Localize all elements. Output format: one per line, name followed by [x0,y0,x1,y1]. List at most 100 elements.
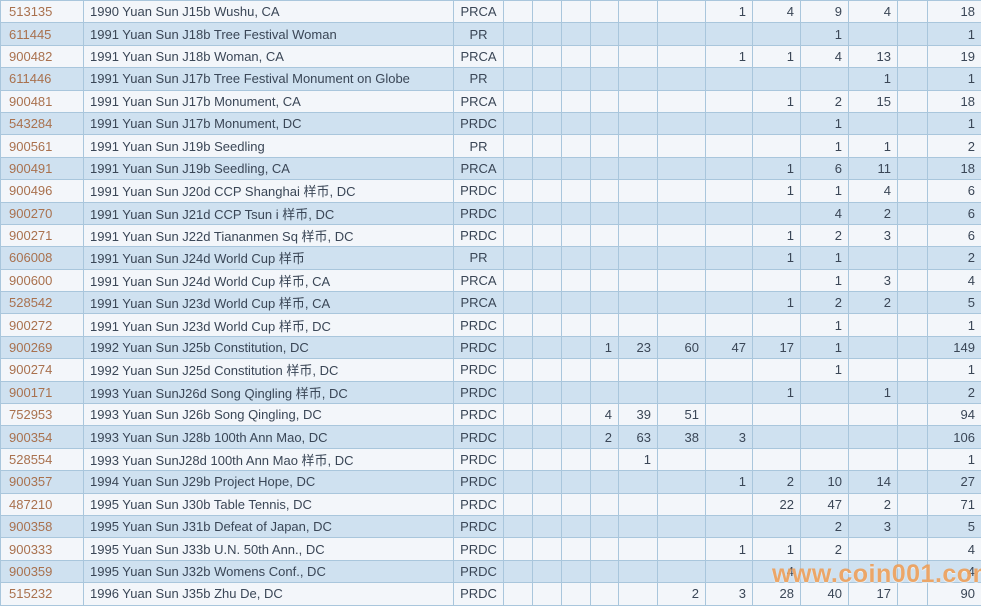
coin-id-link[interactable]: 900561 [1,135,84,158]
count-cell: 1 [706,471,753,494]
count-cell: 1 [801,112,849,136]
coin-id-link[interactable]: 900171 [1,381,84,405]
count-cell [706,359,753,382]
count-cell [591,448,619,472]
count-cell [562,314,591,337]
count-cell [504,538,533,561]
count-cell: 1 [706,1,753,24]
total-cell: 18 [928,157,981,181]
total-cell: 18 [928,1,981,24]
table-row[interactable]: 900600 1991 Yuan Sun J24d World Cup 样币, … [1,269,981,293]
count-cell [504,560,533,584]
coin-id-link[interactable]: 513135 [1,1,84,24]
table-row[interactable]: 900491 1991 Yuan Sun J19b Seedling, CA P… [1,157,981,181]
count-cell [591,90,619,113]
coin-id-link[interactable]: 900274 [1,359,84,382]
coin-description: 1996 Yuan Sun J35b Zhu De, DC [84,583,454,606]
count-cell [591,560,619,584]
table-row[interactable]: 606008 1991 Yuan Sun J24d World Cup 样币 P… [1,247,981,270]
coin-id-link[interactable]: 900600 [1,269,84,293]
count-cell [801,560,849,584]
coin-id-link[interactable]: 900481 [1,90,84,113]
table-row[interactable]: 900269 1992 Yuan Sun J25b Constitution, … [1,336,981,360]
coin-description: 1991 Yuan Sun J20d CCP Shanghai 样币, DC [84,180,454,203]
coin-id-link[interactable]: 900358 [1,515,84,539]
count-cell [753,515,801,539]
count-cell [753,202,801,225]
table-row[interactable]: 611445 1991 Yuan Sun J18b Tree Festival … [1,23,981,46]
coin-id-link[interactable]: 900270 [1,202,84,225]
count-cell [562,68,591,91]
total-cell: 4 [928,560,981,584]
coin-type: PRCA [454,292,504,315]
coin-type: PRDC [454,538,504,561]
coin-id-link[interactable]: 611445 [1,23,84,46]
total-cell: 1 [928,112,981,136]
coin-id-link[interactable]: 528554 [1,448,84,472]
count-cell [504,202,533,225]
coin-id-link[interactable]: 900491 [1,157,84,181]
table-row[interactable]: 900271 1991 Yuan Sun J22d Tiananmen Sq 样… [1,224,981,248]
table-row[interactable]: 515232 1996 Yuan Sun J35b Zhu De, DC PRD… [1,583,981,606]
table-row[interactable]: 900270 1991 Yuan Sun J21d CCP Tsun i 样币,… [1,202,981,225]
count-cell [533,560,562,584]
table-row[interactable]: 487210 1995 Yuan Sun J30b Table Tennis, … [1,493,981,516]
table-row[interactable]: 752953 1993 Yuan Sun J26b Song Qingling,… [1,404,981,427]
count-cell [504,269,533,293]
table-row[interactable]: 513135 1990 Yuan Sun J15b Wushu, CA PRCA… [1,1,981,24]
table-row[interactable]: 900359 1995 Yuan Sun J32b Womens Conf., … [1,560,981,584]
table-row[interactable]: 900481 1991 Yuan Sun J17b Monument, CA P… [1,90,981,113]
count-cell: 4 [801,45,849,69]
count-cell [619,493,658,516]
count-cell: 4 [849,180,898,203]
coin-type: PRDC [454,583,504,606]
coin-description: 1991 Yuan Sun J19b Seedling [84,135,454,158]
table-row[interactable]: 900274 1992 Yuan Sun J25d Constitution 样… [1,359,981,382]
coin-id-link[interactable]: 900272 [1,314,84,337]
coin-id-link[interactable]: 543284 [1,112,84,136]
table-row[interactable]: 900357 1994 Yuan Sun J29b Project Hope, … [1,471,981,494]
count-cell [591,23,619,46]
coin-id-link[interactable]: 752953 [1,404,84,427]
count-cell [591,381,619,405]
count-cell [658,314,706,337]
count-cell [898,157,928,181]
count-cell [898,90,928,113]
table-row[interactable]: 528554 1993 Yuan SunJ28d 100th Ann Mao 样… [1,448,981,472]
count-cell [706,560,753,584]
count-cell [658,23,706,46]
coin-id-link[interactable]: 900357 [1,471,84,494]
count-cell [533,180,562,203]
count-cell [504,493,533,516]
table-row[interactable]: 900561 1991 Yuan Sun J19b Seedling PR 1 … [1,135,981,158]
coin-id-link[interactable]: 900496 [1,180,84,203]
coin-id-link[interactable]: 606008 [1,247,84,270]
coin-id-link[interactable]: 900269 [1,336,84,360]
coin-id-link[interactable]: 515232 [1,583,84,606]
table-row[interactable]: 611446 1991 Yuan Sun J17b Tree Festival … [1,68,981,91]
coin-id-link[interactable]: 900333 [1,538,84,561]
table-row[interactable]: 900354 1993 Yuan Sun J28b 100th Ann Mao,… [1,426,981,449]
coin-id-link[interactable]: 611446 [1,68,84,91]
table-row[interactable]: 900333 1995 Yuan Sun J33b U.N. 50th Ann.… [1,538,981,561]
coin-id-link[interactable]: 528542 [1,292,84,315]
count-cell [533,157,562,181]
coin-id-link[interactable]: 900271 [1,224,84,248]
table-row[interactable]: 900272 1991 Yuan Sun J23d World Cup 样币, … [1,314,981,337]
table-row[interactable]: 528542 1991 Yuan Sun J23d World Cup 样币, … [1,292,981,315]
coin-id-link[interactable]: 900354 [1,426,84,449]
table-row[interactable]: 900171 1993 Yuan SunJ26d Song Qingling 样… [1,381,981,405]
total-cell: 149 [928,336,981,360]
coin-id-link[interactable]: 487210 [1,493,84,516]
coin-id-link[interactable]: 900359 [1,560,84,584]
count-cell [504,359,533,382]
table-row[interactable]: 543284 1991 Yuan Sun J17b Monument, DC P… [1,112,981,136]
count-cell [753,112,801,136]
table-row[interactable]: 900358 1995 Yuan Sun J31b Defeat of Japa… [1,515,981,539]
table-row[interactable]: 900496 1991 Yuan Sun J20d CCP Shanghai 样… [1,180,981,203]
coin-id-link[interactable]: 900482 [1,45,84,69]
count-cell [504,90,533,113]
table-row[interactable]: 900482 1991 Yuan Sun J18b Woman, CA PRCA… [1,45,981,69]
count-cell [898,135,928,158]
count-cell [706,157,753,181]
